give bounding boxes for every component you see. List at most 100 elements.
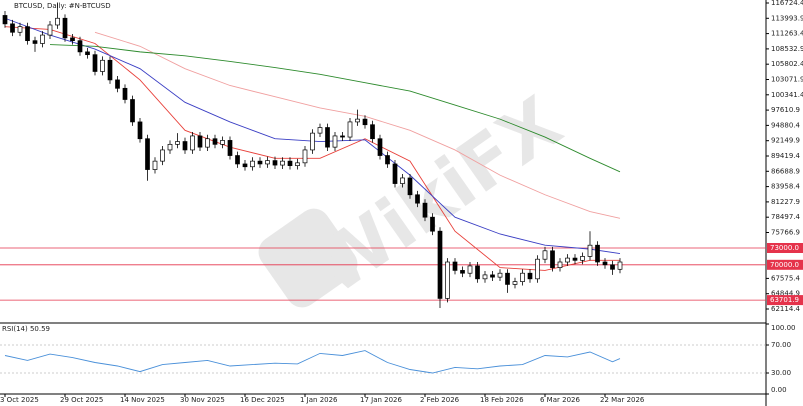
y-tick-label: 75766.9	[771, 228, 800, 236]
candle-body	[152, 160, 158, 170]
candle-body	[385, 155, 390, 165]
chart-title: BTCUSD, Daily: #N-BTCUSD	[14, 2, 111, 10]
candle-body	[40, 34, 45, 44]
candle-body	[77, 40, 83, 53]
candle-body	[235, 155, 240, 165]
candle-body	[62, 17, 68, 39]
candle-body	[347, 121, 353, 138]
candle-body	[190, 135, 195, 151]
candle-body	[227, 140, 233, 156]
y-tick-label: 64844.9	[771, 290, 800, 298]
candle-body	[47, 24, 53, 36]
rsi-line	[4, 350, 621, 374]
y-tick-label: 116724.4	[771, 0, 803, 7]
x-tick-label: 1 Jan 2026	[300, 396, 338, 404]
candle-body	[595, 244, 600, 263]
candle-body	[527, 272, 533, 280]
candle-body	[257, 160, 263, 165]
candle-body	[205, 138, 210, 148]
candle-body	[475, 265, 480, 280]
y-tick-label: 0.00	[771, 386, 787, 394]
candle-body	[2, 15, 8, 25]
candle-body	[325, 127, 330, 148]
candle-body	[610, 264, 615, 270]
candle-body	[122, 87, 128, 100]
y-tick-label: 100.00	[771, 324, 796, 332]
candle-body	[100, 59, 105, 72]
candle-body	[400, 177, 405, 184]
candle-body	[137, 121, 143, 140]
x-tick-label: 2 Feb 2026	[420, 396, 460, 404]
moving-average	[4, 17, 621, 255]
y-tick-label: 62114.4	[771, 305, 800, 313]
candle-body	[220, 140, 225, 145]
y-tick-label: 89419.4	[771, 152, 800, 160]
candle-body	[362, 118, 368, 126]
candle-body	[437, 230, 443, 299]
candle-body	[55, 17, 60, 26]
candle-body	[265, 160, 270, 165]
x-tick-label: 17 Jan 2026	[360, 396, 403, 404]
y-tick-label: 108532.9	[771, 45, 803, 53]
x-tick-label: 16 Dec 2025	[240, 396, 285, 404]
candle-body	[370, 124, 375, 140]
candle-body	[467, 265, 473, 274]
candle-body	[130, 99, 135, 123]
y-tick-label: 111263.4	[771, 30, 803, 38]
level-label: 63701.9	[770, 296, 799, 304]
candle-body	[482, 274, 488, 280]
candle-body	[542, 250, 548, 260]
candle-body	[422, 202, 428, 218]
candle-body	[535, 258, 540, 280]
candle-body	[32, 40, 38, 44]
candle-body	[310, 132, 315, 151]
y-tick-label: 113993.9	[771, 14, 803, 22]
y-tick-label: 81227.9	[771, 198, 800, 206]
candle-body	[512, 281, 518, 285]
y-tick-label: 83958.4	[771, 183, 800, 191]
y-tick-label: 100341.4	[771, 91, 803, 99]
y-tick-label: 105802.4	[771, 60, 803, 68]
candle-body	[407, 177, 413, 196]
candle-body	[415, 194, 420, 204]
watermark-logo	[258, 208, 358, 308]
candle-body	[490, 274, 495, 278]
candle-body	[287, 160, 293, 166]
y-tick-label: 70.00	[771, 341, 791, 349]
candle-body	[92, 54, 98, 72]
candle-body	[212, 138, 218, 145]
candle-body	[182, 141, 188, 151]
candle-body	[302, 149, 308, 164]
y-tick-label: 78497.4	[771, 213, 800, 221]
candle-body	[377, 138, 383, 156]
candle-body	[317, 127, 323, 134]
candle-body	[85, 51, 90, 56]
level-label-bg	[767, 295, 803, 306]
candle-body	[430, 216, 435, 232]
y-tick-label: 97610.9	[771, 106, 800, 114]
rsi-title: RSI(14) 50.59	[2, 325, 50, 333]
candle-body	[70, 37, 75, 42]
candle-body	[272, 160, 278, 166]
x-tick-label: 14 Nov 2025	[120, 396, 165, 404]
y-tick-label: 92149.9	[771, 137, 800, 145]
level-label-bg	[767, 243, 803, 254]
x-tick-label: 30 Nov 2025	[180, 396, 225, 404]
level-label: 73000.0	[770, 244, 799, 252]
candle-body	[550, 250, 555, 268]
candle-body	[340, 135, 345, 138]
candle-body	[497, 272, 503, 278]
x-tick-label: 22 Mar 2026	[600, 396, 645, 404]
x-tick-label: 18 Feb 2026	[480, 396, 524, 404]
candle-body	[557, 261, 563, 268]
level-label-bg	[767, 259, 803, 270]
candle-body	[452, 261, 458, 271]
candle-body	[197, 135, 203, 148]
x-tick-label: 3 Oct 2025	[0, 396, 39, 404]
candle-body	[295, 162, 300, 166]
candle-body	[355, 118, 360, 123]
candle-body	[160, 149, 165, 162]
candle-body	[280, 160, 285, 166]
candle-body	[332, 135, 338, 148]
